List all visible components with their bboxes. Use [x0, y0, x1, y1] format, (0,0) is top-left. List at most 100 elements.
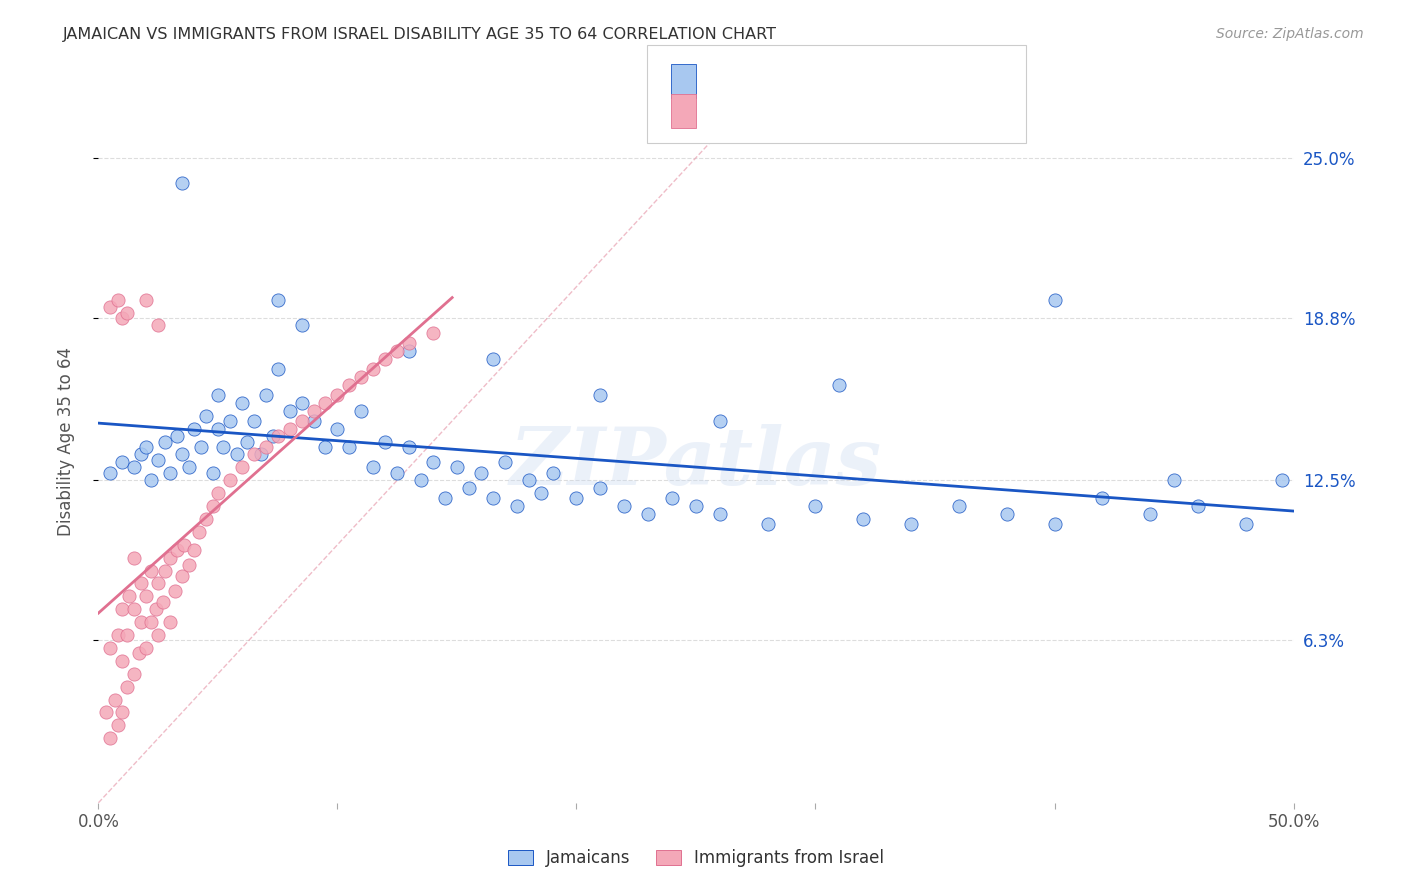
Point [124, 602, 146, 616]
Point [262, 429, 284, 443]
Point [226, 447, 249, 461]
Point [124, 666, 146, 681]
Point [995, 507, 1018, 521]
Point [202, 499, 225, 513]
Point [148, 318, 170, 333]
Point [190, 440, 212, 454]
Point [135, 640, 157, 655]
Point [243, 447, 266, 461]
Point [852, 512, 875, 526]
Point [350, 403, 373, 417]
Point [115, 305, 138, 319]
Text: 0.326: 0.326 [755, 102, 807, 120]
Point [315, 440, 337, 454]
Point [98, 466, 122, 480]
Point [207, 486, 229, 500]
Text: R =: R = [710, 72, 747, 90]
Point [254, 440, 277, 454]
Point [207, 422, 229, 436]
Point [159, 466, 181, 480]
Point [219, 473, 242, 487]
Point [111, 654, 134, 668]
Legend: Jamaicans, Immigrants from Israel: Jamaicans, Immigrants from Israel [501, 843, 891, 874]
Point [589, 388, 612, 402]
Point [172, 447, 194, 461]
Point [155, 564, 177, 578]
Point [291, 414, 314, 428]
Text: R =: R = [710, 102, 747, 120]
Point [315, 396, 337, 410]
Point [637, 507, 659, 521]
Point [135, 440, 157, 454]
Point [111, 455, 134, 469]
Point [231, 396, 253, 410]
Point [148, 628, 170, 642]
Point [541, 466, 564, 480]
Point [339, 377, 361, 392]
Point [172, 568, 194, 582]
Point [613, 499, 636, 513]
Point [326, 388, 349, 402]
Point [278, 422, 301, 436]
Point [565, 491, 588, 506]
Point [243, 414, 266, 428]
Point [131, 447, 153, 461]
Point [1187, 499, 1209, 513]
Point [219, 414, 242, 428]
Point [494, 455, 516, 469]
Point [155, 434, 177, 449]
Point [250, 447, 273, 461]
Point [166, 542, 188, 557]
Text: JAMAICAN VS IMMIGRANTS FROM ISRAEL DISABILITY AGE 35 TO 64 CORRELATION CHART: JAMAICAN VS IMMIGRANTS FROM ISRAEL DISAB… [63, 27, 778, 42]
Point [481, 351, 505, 366]
Point [422, 326, 444, 341]
Point [131, 576, 153, 591]
Y-axis label: Disability Age 35 to 64: Disability Age 35 to 64 [56, 347, 75, 536]
Point [291, 318, 314, 333]
Point [900, 517, 922, 532]
Point [166, 429, 188, 443]
Point [107, 293, 129, 307]
Point [124, 460, 146, 475]
Point [179, 460, 201, 475]
Point [709, 414, 731, 428]
Point [187, 524, 209, 539]
Point [411, 473, 433, 487]
Point [111, 310, 134, 325]
Point [374, 434, 396, 449]
Point [195, 409, 218, 423]
Point [481, 491, 505, 506]
Point [179, 558, 201, 573]
Point [709, 507, 731, 521]
Point [139, 564, 162, 578]
Point [211, 440, 233, 454]
Point [152, 594, 174, 608]
Point [111, 706, 134, 720]
Point [231, 460, 253, 475]
Point [339, 440, 361, 454]
Point [139, 473, 162, 487]
Point [98, 301, 122, 315]
Point [115, 680, 138, 694]
Point [148, 576, 170, 591]
Text: 80: 80 [868, 72, 890, 90]
Point [128, 646, 150, 660]
Point [183, 542, 205, 557]
Point [173, 538, 195, 552]
Point [661, 491, 683, 506]
Point [363, 460, 385, 475]
Point [374, 351, 396, 366]
Point [1139, 507, 1161, 521]
Point [135, 590, 157, 604]
Point [1163, 473, 1185, 487]
Text: N =: N = [823, 102, 859, 120]
Point [195, 512, 218, 526]
Point [685, 499, 707, 513]
Point [470, 466, 492, 480]
Point [104, 692, 127, 706]
Point [589, 481, 612, 495]
Point [517, 473, 540, 487]
Point [202, 466, 225, 480]
Point [207, 388, 229, 402]
Point [398, 440, 420, 454]
